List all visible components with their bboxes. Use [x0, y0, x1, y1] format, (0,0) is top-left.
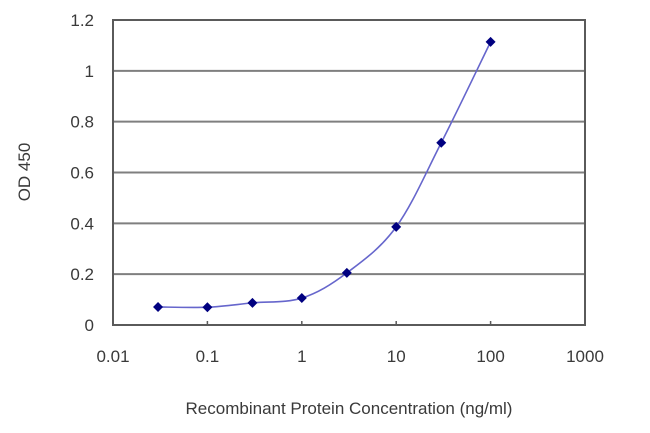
- data-line: [158, 41, 492, 309]
- x-tick-label: 1: [297, 347, 306, 366]
- y-tick-label: 1: [85, 62, 94, 81]
- plot-frame: [112, 19, 586, 326]
- data-point-marker: [485, 36, 496, 47]
- x-tick-label: 10: [387, 347, 406, 366]
- y-tick-label: 0.4: [70, 214, 94, 233]
- data-point-marker: [247, 297, 258, 308]
- x-tick-label: 100: [476, 347, 504, 366]
- y-tick-label: 1.2: [70, 11, 94, 30]
- gridlines: [113, 69, 585, 276]
- data-point-marker: [341, 267, 352, 278]
- data-point-marker: [296, 293, 307, 304]
- x-axis-title: Recombinant Protein Concentration (ng/ml…: [186, 399, 513, 418]
- y-axis-title: OD 450: [15, 143, 34, 202]
- y-tick-label: 0.8: [70, 113, 94, 132]
- y-tick-label: 0.2: [70, 265, 94, 284]
- data-point-marker: [153, 301, 164, 312]
- data-point-marker: [391, 221, 402, 232]
- data-markers: [153, 36, 496, 313]
- x-tick-label: 0.1: [196, 347, 220, 366]
- y-axis-ticks: 0 0.2 0.4 0.6 0.8 1 1.2: [70, 11, 94, 335]
- data-point-marker: [202, 302, 213, 313]
- y-tick-label: 0: [85, 316, 94, 335]
- x-tick-label: 1000: [566, 347, 604, 366]
- x-axis-ticks: 0.01 0.1 1 10 100 1000: [96, 321, 604, 366]
- x-tick-label: 0.01: [96, 347, 129, 366]
- data-point-marker: [436, 137, 447, 148]
- y-tick-label: 0.6: [70, 164, 94, 183]
